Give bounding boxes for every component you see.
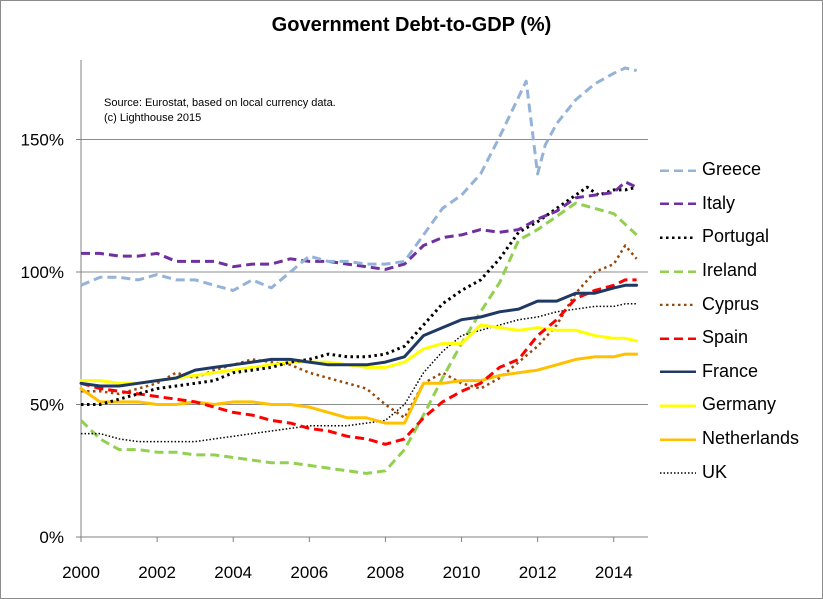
x-tick-label: 2008: [367, 563, 405, 582]
y-tick-label: 150%: [21, 131, 64, 150]
legend-swatch: [660, 404, 696, 407]
legend-item-germany: Germany: [660, 388, 799, 422]
legend-label: Germany: [702, 394, 777, 415]
series-line-germany: [79, 323, 639, 385]
x-tick-label: 2012: [519, 563, 557, 582]
series-line-uk: [81, 303, 637, 443]
series-line-cyprus: [81, 244, 638, 420]
series-line-france: [79, 283, 639, 388]
legend-item-uk: UK: [660, 455, 799, 489]
legend-swatch: [660, 337, 696, 340]
legend-swatch: [660, 236, 696, 239]
y-tick-label: 0%: [39, 528, 64, 547]
source-note: Source: Eurostat, based on local currenc…: [104, 96, 336, 126]
legend-swatch: [660, 438, 696, 441]
legend-label: Portugal: [702, 226, 770, 247]
series-line-portugal: [81, 185, 637, 406]
x-tick-label: 2004: [214, 563, 252, 582]
series-line-netherlands: [79, 352, 639, 425]
legend-label: Greece: [702, 159, 762, 180]
source-line: Source: Eurostat, based on local currenc…: [104, 97, 336, 109]
x-tick-label: 2000: [62, 563, 100, 582]
chart-title: Government Debt-to-GDP (%): [271, 14, 552, 36]
legend-swatch: [660, 270, 696, 273]
series-line-italy: [81, 180, 638, 271]
series-line-ireland: [79, 201, 638, 475]
legend-label: Spain: [702, 327, 749, 348]
legend-item-portugal: Portugal: [660, 220, 799, 254]
legend-swatch: [660, 202, 696, 206]
y-tick-label: 50%: [30, 396, 64, 415]
copyright-line: (c) Lighthouse 2015: [104, 112, 202, 124]
y-tick-label: 100%: [21, 263, 64, 282]
legend-label: UK: [702, 461, 728, 482]
x-tick-label: 2014: [595, 563, 633, 582]
legend-swatch: [660, 472, 696, 474]
x-tick-label: 2002: [138, 563, 176, 582]
legend: Greece Italy Portugal Ireland Cyprus Spain Fra…: [660, 153, 799, 489]
legend-swatch: [660, 370, 696, 374]
legend-swatch: [660, 303, 696, 307]
legend-item-france: France: [660, 355, 799, 389]
series-line-spain: [80, 278, 637, 446]
x-tick-label: 2006: [290, 563, 328, 582]
legend-item-netherlands: Netherlands: [660, 422, 799, 456]
legend-item-cyprus: Cyprus: [660, 287, 799, 321]
legend-label: Netherlands: [702, 428, 800, 449]
legend-label: France: [702, 360, 759, 381]
legend-item-ireland: Ireland: [660, 254, 799, 288]
series-line-greece: [80, 66, 637, 292]
x-tick-label: 2010: [443, 563, 481, 582]
legend-item-spain: Spain: [660, 321, 799, 355]
legend-label: Italy: [702, 192, 736, 213]
legend-label: Cyprus: [702, 293, 760, 314]
legend-swatch: [660, 169, 696, 172]
legend-item-italy: Italy: [660, 187, 799, 221]
legend-item-greece: Greece: [660, 153, 799, 187]
legend-label: Ireland: [702, 260, 758, 281]
